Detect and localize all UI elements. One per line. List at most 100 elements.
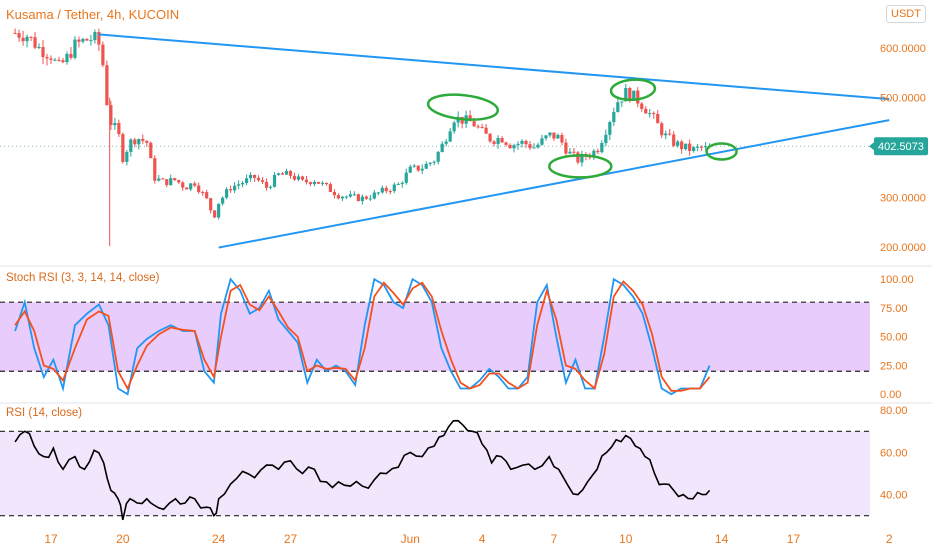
candle-body	[284, 170, 289, 175]
time-tick-label: 17	[44, 532, 58, 546]
candle-body	[616, 102, 620, 112]
candle	[380, 185, 384, 194]
stoch-tick-label: 50.00	[880, 332, 908, 344]
candle-body	[576, 152, 580, 163]
currency-button[interactable]: USDT	[886, 5, 926, 23]
candle-body	[404, 172, 408, 183]
candle	[640, 101, 644, 112]
candle	[612, 107, 616, 126]
candle	[233, 182, 237, 194]
candle	[324, 182, 329, 186]
candle-body	[65, 53, 69, 63]
candle	[424, 161, 428, 169]
candle	[580, 150, 584, 167]
candle-body	[420, 168, 424, 171]
candle-body	[608, 122, 612, 135]
candle-body	[237, 184, 241, 186]
candle-body	[452, 122, 456, 132]
candle-body	[364, 196, 368, 199]
candle	[113, 117, 117, 130]
candle	[556, 133, 560, 139]
candle	[524, 139, 528, 149]
candle-body	[696, 146, 700, 148]
candle	[280, 171, 285, 175]
candle-body	[488, 133, 492, 142]
candle-body	[336, 195, 340, 199]
candle-body	[181, 182, 185, 188]
candle	[320, 181, 325, 186]
candle-body	[213, 210, 217, 218]
candle-body	[656, 113, 660, 124]
candle-body	[384, 187, 388, 192]
candle-body	[444, 141, 448, 144]
candle-body	[552, 132, 556, 139]
candle-body	[360, 196, 364, 202]
candle-body	[524, 140, 528, 145]
candle	[664, 130, 668, 140]
candle-body	[185, 187, 189, 190]
candle-body	[153, 158, 157, 181]
candle-body	[604, 134, 608, 144]
candle	[372, 189, 376, 200]
candle-body	[45, 57, 49, 59]
candle	[13, 28, 17, 34]
candle	[364, 195, 368, 200]
candle-body	[89, 40, 93, 42]
annotation-ellipse[interactable]	[548, 154, 613, 179]
rsi-line-path	[14, 419, 711, 521]
candle	[229, 185, 233, 193]
candle-body	[256, 177, 261, 181]
candle-body	[189, 183, 193, 190]
candle-body	[169, 178, 173, 186]
stoch-d-line	[14, 280, 711, 392]
candle	[141, 134, 145, 144]
candle-body	[121, 134, 125, 162]
candle-body	[376, 192, 380, 194]
candle	[508, 143, 512, 149]
candle-body	[296, 176, 301, 180]
candle-body	[113, 122, 117, 126]
candle-body	[572, 151, 576, 153]
ascending-trendline[interactable]	[218, 119, 890, 249]
candle-body	[205, 192, 209, 199]
candle	[536, 142, 540, 149]
candle	[692, 146, 696, 153]
candle	[105, 60, 109, 106]
candle	[600, 140, 604, 154]
candle-body	[508, 144, 512, 149]
candle-body	[536, 144, 540, 148]
last-price-badge-pointer	[869, 142, 874, 151]
candle-body	[652, 113, 656, 115]
candle-body	[476, 126, 480, 128]
candle-body	[644, 108, 648, 114]
candle-body	[408, 166, 412, 173]
candle-body	[233, 185, 237, 191]
candle	[608, 120, 612, 141]
candle	[416, 165, 420, 173]
candle-body	[532, 147, 536, 149]
candle	[328, 182, 333, 193]
price-axis: 600.0000 500.0000 300.0000 200.0000 100.00 75…	[869, 43, 928, 502]
stoch-tick-label: 25.00	[880, 360, 908, 372]
candle-body	[372, 192, 376, 199]
annotation-ellipse[interactable]	[705, 142, 738, 161]
candle	[121, 132, 125, 164]
candle-body	[332, 191, 337, 196]
candle	[53, 57, 57, 62]
candle-body	[344, 196, 348, 198]
candle-body	[252, 174, 257, 178]
candle	[181, 181, 185, 191]
annotation-ellipse[interactable]	[609, 78, 657, 102]
candle-body	[600, 143, 604, 153]
candle	[332, 189, 337, 199]
annotation-ellipse[interactable]	[426, 92, 500, 123]
candle-body	[165, 179, 169, 186]
candle	[488, 133, 492, 144]
candle-body	[268, 186, 273, 188]
candle	[520, 139, 524, 148]
descending-trendline[interactable]	[98, 33, 890, 101]
candle-body	[69, 53, 73, 58]
candle	[420, 164, 424, 175]
candle	[360, 194, 364, 205]
